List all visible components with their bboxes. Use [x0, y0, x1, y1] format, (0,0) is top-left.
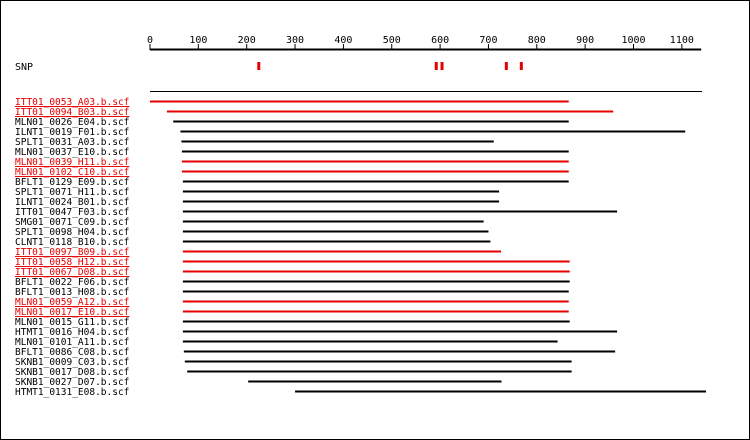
read-name-label[interactable]: MLN01_0102_C10.b.scf — [15, 167, 129, 178]
read-name-label[interactable]: ILNT1_0024_B01.b.scf — [15, 197, 129, 208]
ruler-tick-label: 800 — [528, 35, 546, 46]
read-name-label[interactable]: SKNB1_0027_D07.b.scf — [15, 377, 129, 388]
snp-marker[interactable] — [257, 62, 261, 70]
read-name-label[interactable]: ITT01_0053_A03.b.scf — [15, 97, 129, 108]
read-name-label[interactable]: SPLT1_0031_A03.b.scf — [15, 137, 129, 148]
read-name-label[interactable]: ITT01_0047_F03.b.scf — [15, 207, 129, 218]
snp-row-label: SNP — [15, 62, 33, 73]
ruler-tick-label: 100 — [189, 35, 207, 46]
read-name-label[interactable]: HTMT1_0016_H04.b.scf — [15, 327, 129, 338]
read-name-label[interactable]: MLN01_0101_A11.b.scf — [15, 337, 129, 348]
ruler-tick-label: 500 — [383, 35, 401, 46]
ruler-tick-label: 700 — [479, 35, 497, 46]
ruler-tick-label: 300 — [286, 35, 304, 46]
read-name-label[interactable]: ITT01_0058_H12.b.scf — [15, 257, 129, 268]
read-name-label[interactable]: MLN01_0037_E10.b.scf — [15, 147, 129, 158]
read-name-label[interactable]: ITT01_0097_B09.b.scf — [15, 247, 129, 258]
read-name-label[interactable]: SPLT1_0071_H11.b.scf — [15, 187, 129, 198]
ruler-tick-label: 0 — [147, 35, 153, 46]
read-name-label[interactable]: ILNT1_0019_F01.b.scf — [15, 127, 129, 138]
read-name-label[interactable]: CLNT1_0118_B10.b.scf — [15, 237, 129, 248]
ruler-tick-label: 1000 — [621, 35, 645, 46]
ruler-tick-label: 400 — [334, 35, 352, 46]
ruler-tick-label: 200 — [238, 35, 256, 46]
snp-marker[interactable] — [519, 62, 523, 70]
read-name-label[interactable]: MLN01_0059_A12.b.scf — [15, 297, 129, 308]
read-name-label[interactable]: SKNB1_0009_C03.b.scf — [15, 357, 129, 368]
ruler-tick-label: 1100 — [670, 35, 694, 46]
read-name-label[interactable]: SPLT1_0098_H04.b.scf — [15, 227, 129, 238]
ruler-tick-label: 900 — [576, 35, 594, 46]
read-name-label[interactable]: ITT01_0094_B03.b.scf — [15, 107, 129, 118]
read-name-label[interactable]: MLN01_0039_H11.b.scf — [15, 157, 129, 168]
read-name-label[interactable]: BFLT1_0129_E09.b.scf — [15, 177, 129, 188]
snp-marker[interactable] — [440, 62, 444, 70]
snp-marker[interactable] — [434, 62, 438, 70]
read-name-label[interactable]: MLN01_0026_E04.b.scf — [15, 117, 129, 128]
ruler-tick-label: 600 — [431, 35, 449, 46]
read-name-label[interactable]: MLN01_0015_G11.b.scf — [15, 317, 129, 328]
read-name-label[interactable]: BFLT1_0013_H08.b.scf — [15, 287, 129, 298]
read-name-label[interactable]: ITT01_0067_D08.b.scf — [15, 267, 129, 278]
snp-marker[interactable] — [504, 62, 508, 70]
read-name-label[interactable]: MLN01_0017_E10.b.scf — [15, 307, 129, 318]
read-name-label[interactable]: HTMT1_0131_E08.b.scf — [15, 387, 129, 398]
read-name-label[interactable]: BFLT1_0022_F06.b.scf — [15, 277, 129, 288]
read-name-label[interactable]: BFLT1_0086_C08.b.scf — [15, 347, 129, 358]
read-name-label[interactable]: SKNB1_0017_D08.b.scf — [15, 367, 129, 378]
read-name-label[interactable]: SMG01_0071_C09.b.scf — [15, 217, 129, 228]
